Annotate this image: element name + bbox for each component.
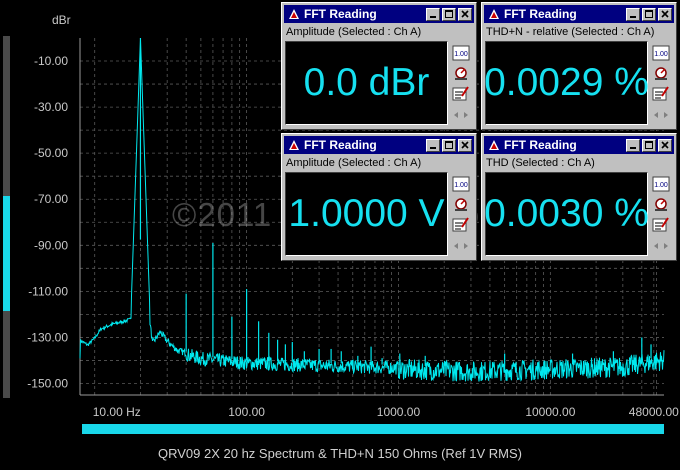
minimize-button[interactable]	[426, 138, 440, 152]
window-titlebar[interactable]: FFT Reading	[484, 5, 674, 23]
meter-button[interactable]	[652, 65, 672, 83]
y-tick-label: -30.00	[34, 100, 68, 114]
app-icon	[489, 140, 499, 150]
format-100-button[interactable]: 1.00	[652, 45, 672, 63]
fft-window-thd[interactable]: FFT Reading THD (Selected : Ch A) 0.0030…	[481, 133, 677, 261]
format-100-button[interactable]: 1.00	[652, 176, 672, 194]
maximize-button[interactable]	[442, 138, 456, 152]
arrows-icon	[652, 241, 670, 258]
edit-button[interactable]	[452, 85, 472, 103]
meter-button[interactable]	[452, 65, 472, 83]
maximize-button[interactable]	[442, 7, 456, 21]
app-icon	[289, 140, 299, 150]
format-100-icon: 1.00	[452, 176, 470, 196]
arrows-button[interactable]	[452, 107, 472, 125]
bottom-scroll-bar[interactable]	[82, 424, 664, 434]
spectrum-trace	[79, 39, 665, 382]
y-axis-label: dBr	[52, 13, 71, 27]
arrows-button[interactable]	[652, 238, 672, 256]
window-subtitle: THD+N - relative (Selected : Ch A)	[486, 26, 655, 38]
fft-window-amplitude-volts[interactable]: FFT Reading Amplitude (Selected : Ch A) …	[281, 133, 477, 261]
svg-text:1.00: 1.00	[454, 182, 468, 189]
y-tick-label: -150.00	[27, 376, 68, 390]
fft-window-amplitude-dbr[interactable]: FFT Reading Amplitude (Selected : Ch A) …	[281, 2, 477, 130]
app-icon	[289, 9, 299, 19]
y-tick-label: -10.00	[34, 54, 68, 68]
meter-icon	[452, 198, 470, 216]
x-tick-label: 100.00	[228, 405, 265, 419]
y-tick-label: -90.00	[34, 238, 68, 252]
window-titlebar[interactable]: FFT Reading	[484, 136, 674, 154]
meter-icon	[652, 198, 670, 216]
x-tick-label: 10000.00	[525, 405, 575, 419]
format-100-button[interactable]: 1.00	[452, 176, 472, 194]
window-title: FFT Reading	[304, 7, 377, 21]
format-100-icon: 1.00	[452, 45, 470, 65]
arrows-icon	[652, 110, 670, 127]
y-tick-label: -70.00	[34, 192, 68, 206]
maximize-button[interactable]	[642, 7, 656, 21]
meter-button[interactable]	[652, 196, 672, 214]
edit-icon	[652, 217, 670, 236]
x-tick-label: 1000.00	[377, 405, 421, 419]
x-tick-label: 10.00 Hz	[93, 405, 141, 419]
window-title: FFT Reading	[504, 138, 577, 152]
svg-text:1.00: 1.00	[654, 182, 668, 189]
reading-value: 0.0029 %	[484, 41, 649, 125]
minimize-button[interactable]	[626, 138, 640, 152]
close-button[interactable]	[658, 7, 672, 21]
reading-value: 0.0 dBr	[285, 41, 448, 125]
reading-value: 1.0000 V	[285, 172, 448, 256]
window-title: FFT Reading	[304, 138, 377, 152]
edit-icon	[452, 86, 470, 105]
meter-icon	[652, 67, 670, 85]
svg-text:1.00: 1.00	[654, 51, 668, 58]
left-scroll-thumb[interactable]	[3, 196, 10, 311]
edit-button[interactable]	[452, 216, 472, 234]
y-tick-label: -110.00	[28, 284, 68, 298]
window-subtitle: Amplitude (Selected : Ch A)	[286, 26, 422, 38]
svg-text:1.00: 1.00	[454, 51, 468, 58]
reading-value: 0.0030 %	[484, 172, 649, 256]
fft-window-thdn[interactable]: FFT Reading THD+N - relative (Selected :…	[481, 2, 677, 130]
edit-button[interactable]	[652, 85, 672, 103]
window-title: FFT Reading	[504, 7, 577, 21]
arrows-button[interactable]	[652, 107, 672, 125]
x-tick-label: 48000.00	[629, 405, 679, 419]
close-button[interactable]	[458, 7, 472, 21]
arrows-icon	[452, 110, 470, 127]
meter-icon	[452, 67, 470, 85]
format-100-icon: 1.00	[652, 45, 670, 65]
arrows-button[interactable]	[452, 238, 472, 256]
meter-button[interactable]	[452, 196, 472, 214]
format-100-button[interactable]: 1.00	[452, 45, 472, 63]
edit-button[interactable]	[652, 216, 672, 234]
close-button[interactable]	[658, 138, 672, 152]
window-subtitle: THD (Selected : Ch A)	[486, 157, 595, 169]
close-button[interactable]	[458, 138, 472, 152]
minimize-button[interactable]	[426, 7, 440, 21]
window-subtitle: Amplitude (Selected : Ch A)	[286, 157, 422, 169]
app-icon	[489, 9, 499, 19]
edit-icon	[452, 217, 470, 236]
chart-caption: QRV09 2X 20 hz Spectrum & THD+N 150 Ohms…	[157, 446, 523, 461]
edit-icon	[652, 86, 670, 105]
minimize-button[interactable]	[626, 7, 640, 21]
y-tick-label: -130.00	[27, 330, 68, 344]
maximize-button[interactable]	[642, 138, 656, 152]
arrows-icon	[452, 241, 470, 258]
y-tick-label: -50.00	[34, 146, 68, 160]
window-titlebar[interactable]: FFT Reading	[284, 5, 474, 23]
window-titlebar[interactable]: FFT Reading	[284, 136, 474, 154]
format-100-icon: 1.00	[652, 176, 670, 196]
